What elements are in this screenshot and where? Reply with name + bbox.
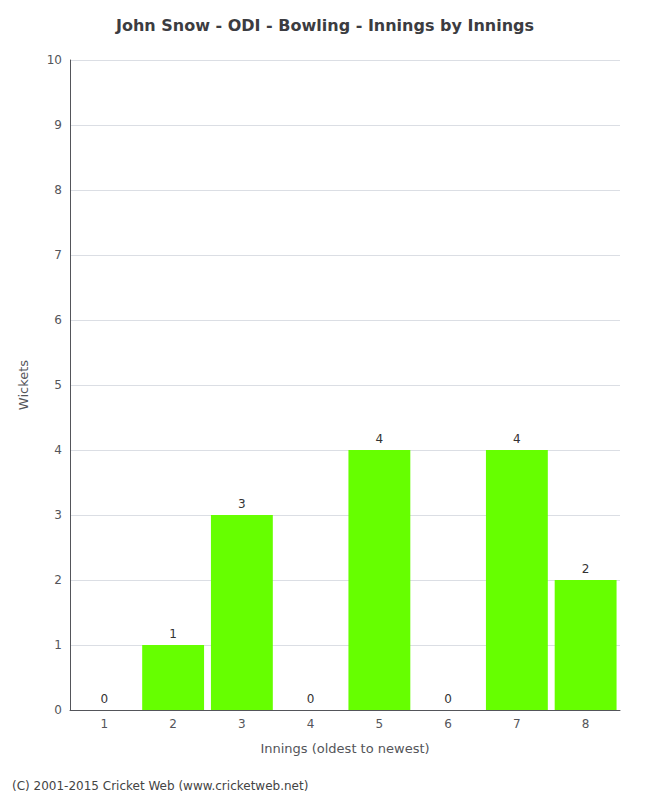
svg-text:Wickets: Wickets [16, 360, 31, 410]
svg-text:0: 0 [101, 692, 109, 706]
svg-text:2: 2 [54, 573, 62, 587]
svg-text:8: 8 [582, 717, 590, 731]
svg-text:Innings (oldest to newest): Innings (oldest to newest) [260, 741, 429, 756]
svg-text:9: 9 [54, 118, 62, 132]
svg-text:6: 6 [54, 313, 62, 327]
svg-text:0: 0 [444, 692, 452, 706]
svg-text:4: 4 [513, 432, 521, 446]
svg-text:2: 2 [169, 717, 177, 731]
svg-text:1: 1 [54, 638, 62, 652]
svg-text:5: 5 [376, 717, 384, 731]
svg-text:7: 7 [513, 717, 521, 731]
svg-text:6: 6 [444, 717, 452, 731]
svg-text:1: 1 [169, 627, 177, 641]
svg-text:8: 8 [54, 183, 62, 197]
svg-text:4: 4 [54, 443, 62, 457]
svg-text:5: 5 [54, 378, 62, 392]
svg-text:3: 3 [238, 717, 246, 731]
svg-text:4: 4 [307, 717, 315, 731]
svg-text:2: 2 [582, 562, 590, 576]
svg-text:3: 3 [54, 508, 62, 522]
svg-text:1: 1 [101, 717, 109, 731]
svg-text:(C) 2001-2015 Cricket Web (www: (C) 2001-2015 Cricket Web (www.cricketwe… [12, 779, 308, 793]
svg-text:John Snow - ODI - Bowling - In: John Snow - ODI - Bowling - Innings by I… [115, 16, 534, 35]
svg-text:0: 0 [54, 703, 62, 717]
svg-text:4: 4 [376, 432, 384, 446]
svg-text:3: 3 [238, 497, 246, 511]
svg-text:7: 7 [54, 248, 62, 262]
svg-text:10: 10 [47, 53, 62, 67]
svg-text:0: 0 [307, 692, 315, 706]
